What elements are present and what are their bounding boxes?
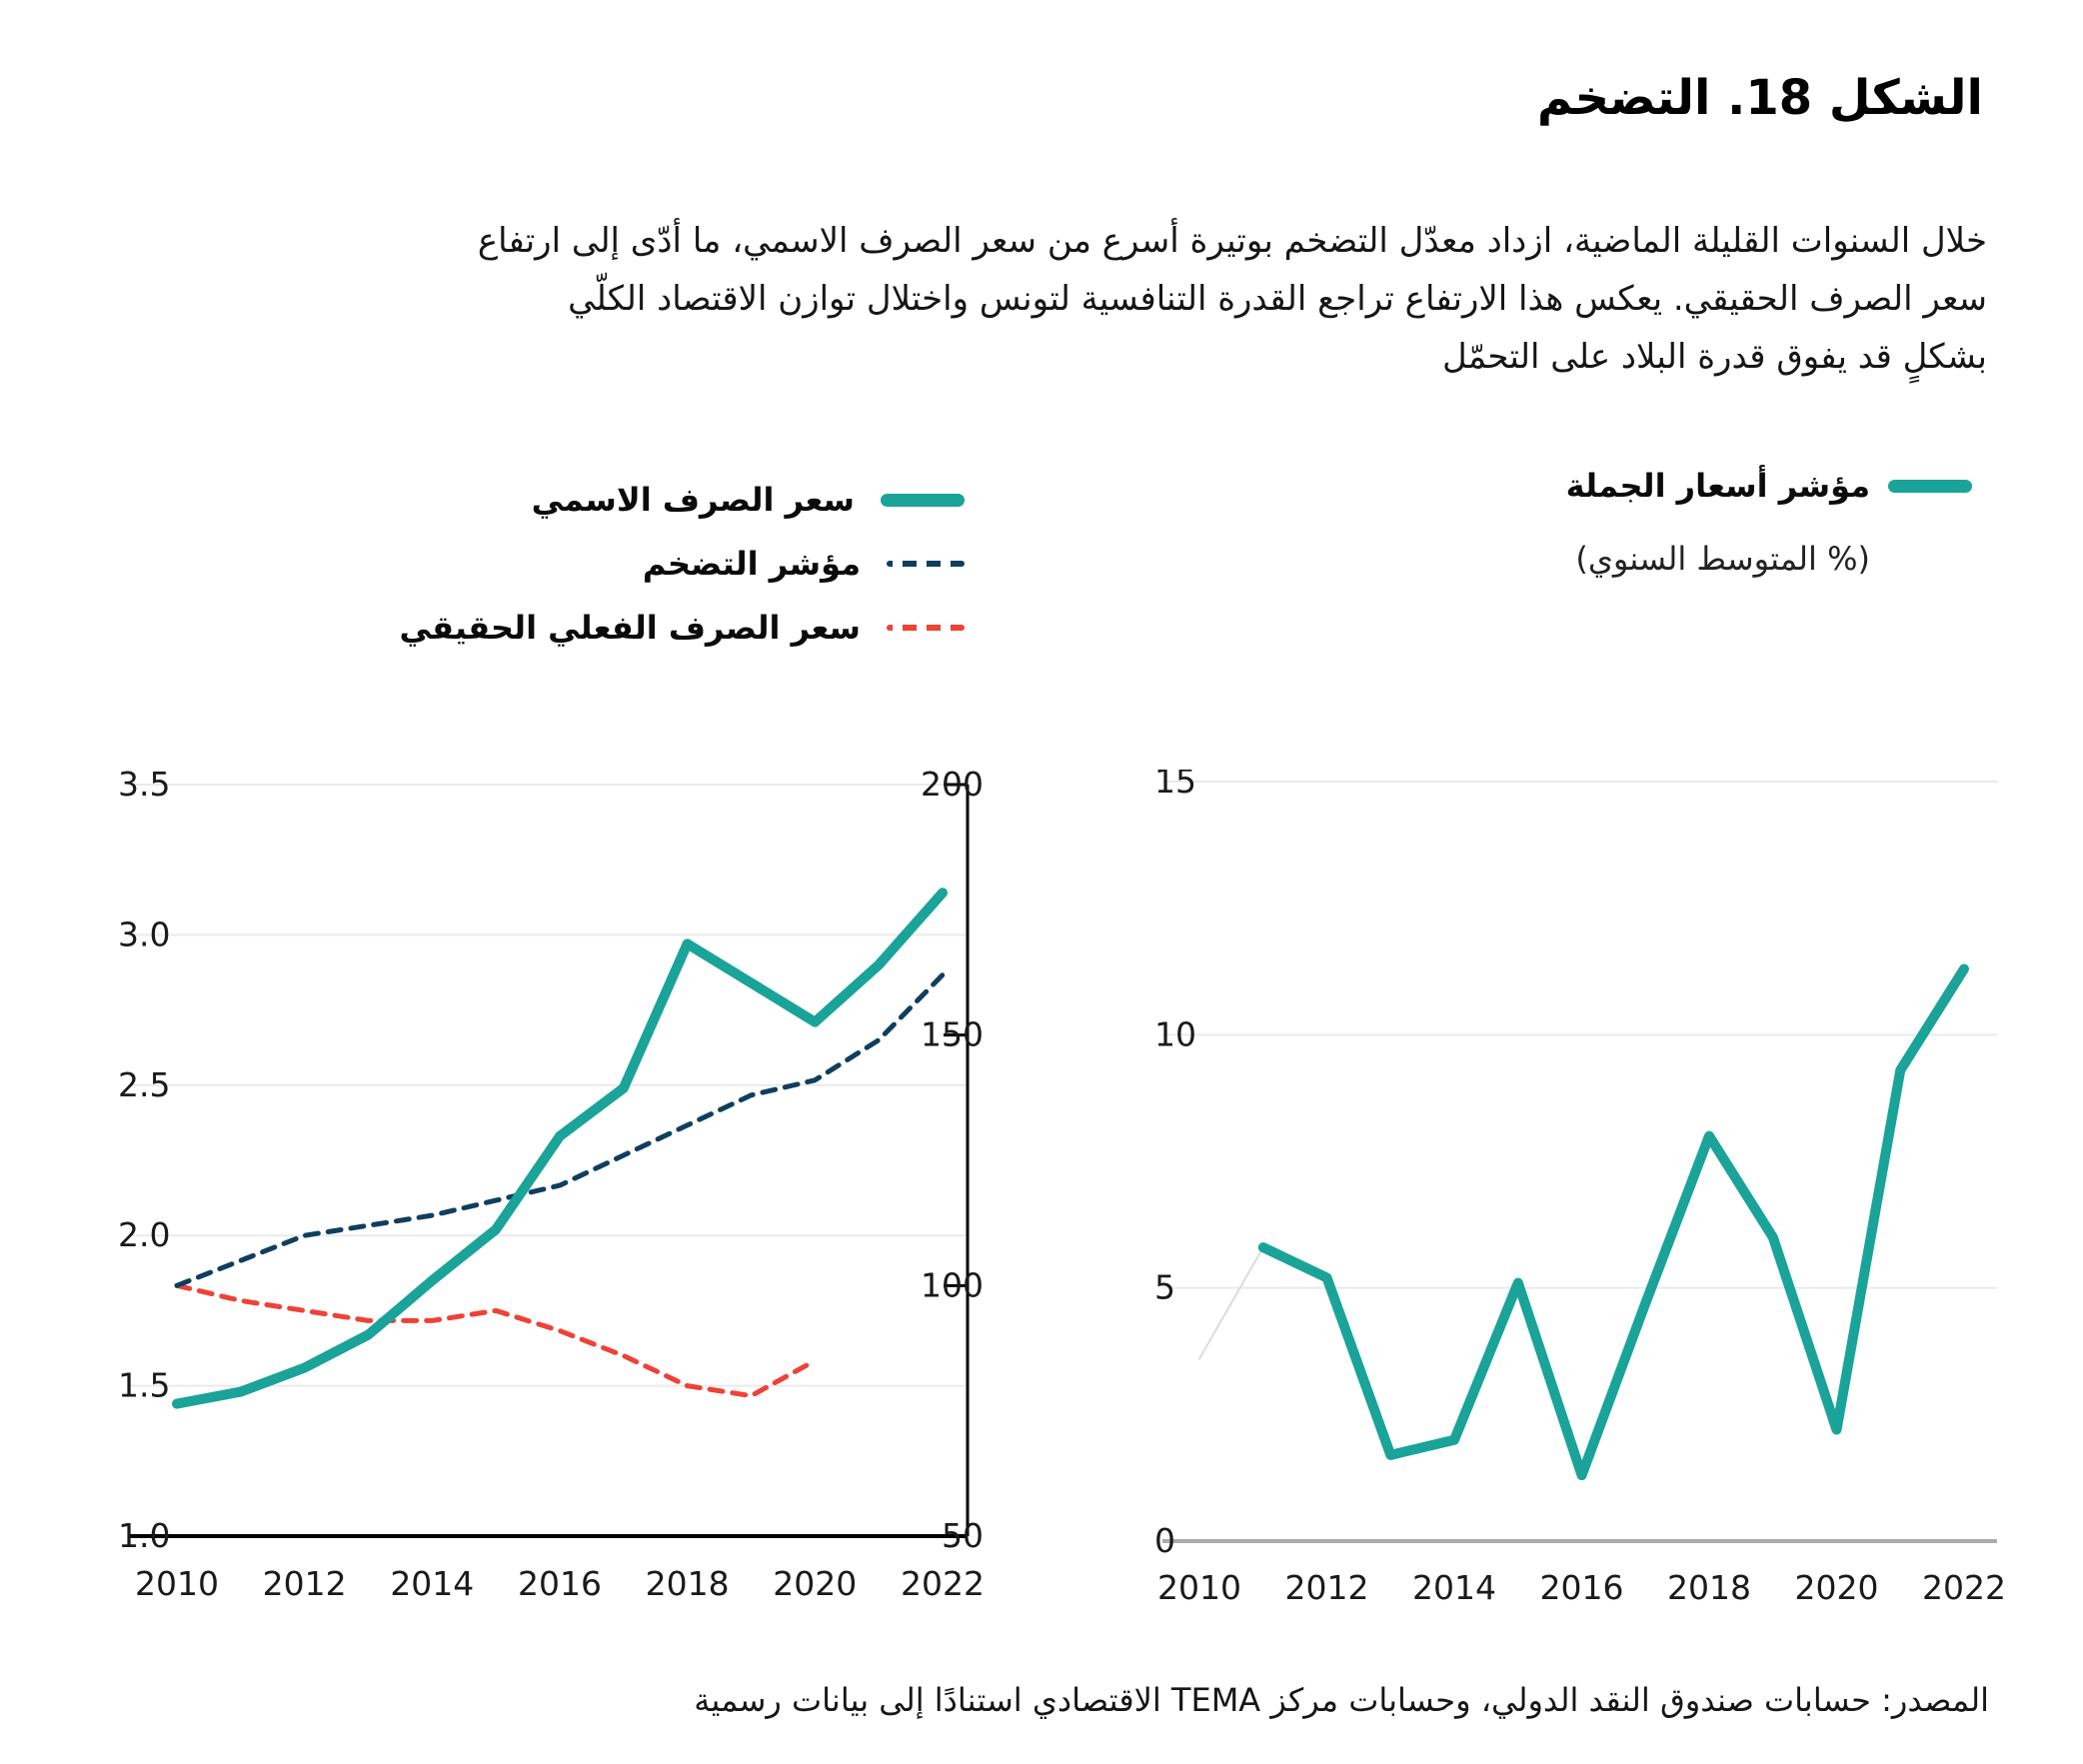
x-axis-tick-label: 2012: [263, 1564, 347, 1603]
legend-item: مؤشر أسعار الجملة: [1566, 466, 1972, 506]
description-line: خلال السنوات القليلة الماضية، ازداد معدّ…: [477, 221, 1987, 261]
figure-description: خلال السنوات القليلة الماضية، ازداد معدّ…: [478, 212, 1987, 386]
right-axis-tick-label: 100: [921, 1265, 984, 1304]
x-axis-tick-label: 2022: [901, 1564, 985, 1603]
inflation-index-line: [174, 972, 946, 1288]
description-line: سعر الصرف الحقيقي. يعكس هذا الارتفاع ترا…: [568, 279, 1987, 319]
legend-label: سعر الصرف الفعلي الحقيقي: [399, 609, 861, 647]
source-note: المصدر: حسابات صندوق النقد الدولي، وحساب…: [694, 1681, 1989, 1719]
legend-swatch-nominal-exchange-rate: [881, 493, 965, 507]
description-line: بشكلٍ قد يفوق قدرة البلاد على التحمّل: [1442, 337, 1987, 377]
left-axis-tick-label: 1.5: [118, 1366, 170, 1405]
y-axis-tick-label: 10: [1154, 1014, 1196, 1053]
right-axis-tick-label: 150: [921, 1015, 984, 1054]
x-axis-tick-label: 2020: [773, 1564, 857, 1603]
legend-label: مؤشر أسعار الجملة: [1565, 467, 1870, 505]
x-axis-tick-label: 2018: [646, 1564, 730, 1603]
legend-swatch-real-effective-exchange-rate: [887, 625, 965, 631]
x-axis-tick-label: 2010: [1157, 1568, 1241, 1607]
left-axis-tick-label: 2.5: [118, 1065, 170, 1104]
legend-swatch-wholesale-price-index: [1888, 479, 1972, 493]
right-axis-tick-label: 200: [921, 770, 984, 804]
left-axis-tick-label: 3.5: [118, 770, 170, 804]
legend-swatch-inflation-index: [887, 561, 965, 567]
legend-label: سعر الصرف الاسمي: [531, 481, 855, 519]
legend-item: مؤشر التضخم: [643, 544, 965, 584]
x-axis-tick-label: 2016: [1540, 1568, 1624, 1607]
exchange-rate-chart: 1.0 1.5 2.0 2.5 3.0 3.5 50 100 150 200 2010 2012 201…: [118, 770, 985, 1603]
right-axis-tick-label: 50: [942, 1516, 984, 1555]
nominal-exchange-rate-line: [172, 887, 948, 1409]
left-axis-tick-label: 3.0: [118, 914, 170, 953]
real-effective-exchange-rate-line: [174, 1282, 818, 1399]
legend-item: سعر الصرف الفعلي الحقيقي: [399, 608, 965, 648]
x-axis-tick-label: 2022: [1922, 1568, 2006, 1607]
legend-label: مؤشر التضخم: [642, 545, 861, 583]
left-axis-tick-label: 1.0: [118, 1516, 170, 1555]
x-axis-tick-label: 2010: [135, 1564, 219, 1603]
x-axis-tick-label: 2014: [390, 1564, 474, 1603]
x-axis-tick-label: 2018: [1667, 1568, 1751, 1607]
wholesale-price-chart: 0 5 10 15 2010 2012 2014 2016 2018 2020 2022: [1154, 770, 2006, 1607]
y-axis-tick-label: 0: [1154, 1521, 1175, 1560]
legend-item: سعر الصرف الاسمي: [532, 480, 965, 520]
x-axis-tick-label: 2016: [518, 1564, 602, 1603]
x-axis-tick-label: 2014: [1412, 1568, 1496, 1607]
legend-exchange-rate-chart: سعر الصرف الاسمي مؤشر التضخم سعر الصرف ا…: [399, 480, 965, 672]
faint-2010-segment: [1198, 1246, 1264, 1360]
y-axis-tick-label: 5: [1154, 1268, 1175, 1307]
y-axis-tick-label: 15: [1154, 770, 1196, 801]
x-axis-tick-label: 2020: [1795, 1568, 1879, 1607]
legend-subtitle: (% المتوسط السنوي): [1575, 540, 1870, 578]
x-axis-tick-label: 2012: [1285, 1568, 1369, 1607]
left-axis-tick-label: 2.0: [118, 1215, 170, 1254]
wholesale-price-index-line: [1257, 963, 1969, 1481]
legend-wholesale-price-index: مؤشر أسعار الجملة (% المتوسط السنوي): [1566, 466, 1972, 578]
figure-title: الشكل 18. التضخم: [1536, 70, 1983, 126]
